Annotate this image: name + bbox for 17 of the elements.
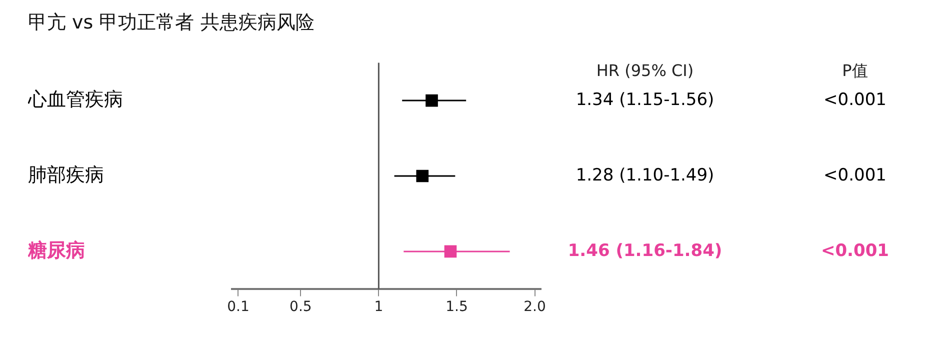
text: 1.46 (1.16-1.84) xyxy=(568,240,722,261)
text: P值 xyxy=(842,61,868,80)
y-tick-label: 糖尿病 xyxy=(27,239,85,262)
text: <0.001 xyxy=(824,165,886,186)
x-tick-label: 0.1 xyxy=(227,299,250,316)
y-tick-label: 心血管疾病 xyxy=(27,88,123,110)
text: 1.28 (1.10-1.49) xyxy=(576,165,714,186)
x-tick-label: 1.5 xyxy=(446,299,468,316)
x-tick-label: 0.5 xyxy=(290,299,312,316)
x-tick-label: 2.0 xyxy=(524,299,546,316)
y-tick-label: 肺部疾病 xyxy=(28,164,104,186)
text: 1.34 (1.15-1.56) xyxy=(576,90,714,110)
text: HR (95% CI) xyxy=(596,61,694,80)
chart-title: 甲亢 vs 甲功正常者 共患疾病风险 xyxy=(28,11,314,34)
x-tick-label: 1 xyxy=(374,299,384,316)
text: <0.001 xyxy=(824,90,886,110)
text: <0.001 xyxy=(820,240,890,261)
